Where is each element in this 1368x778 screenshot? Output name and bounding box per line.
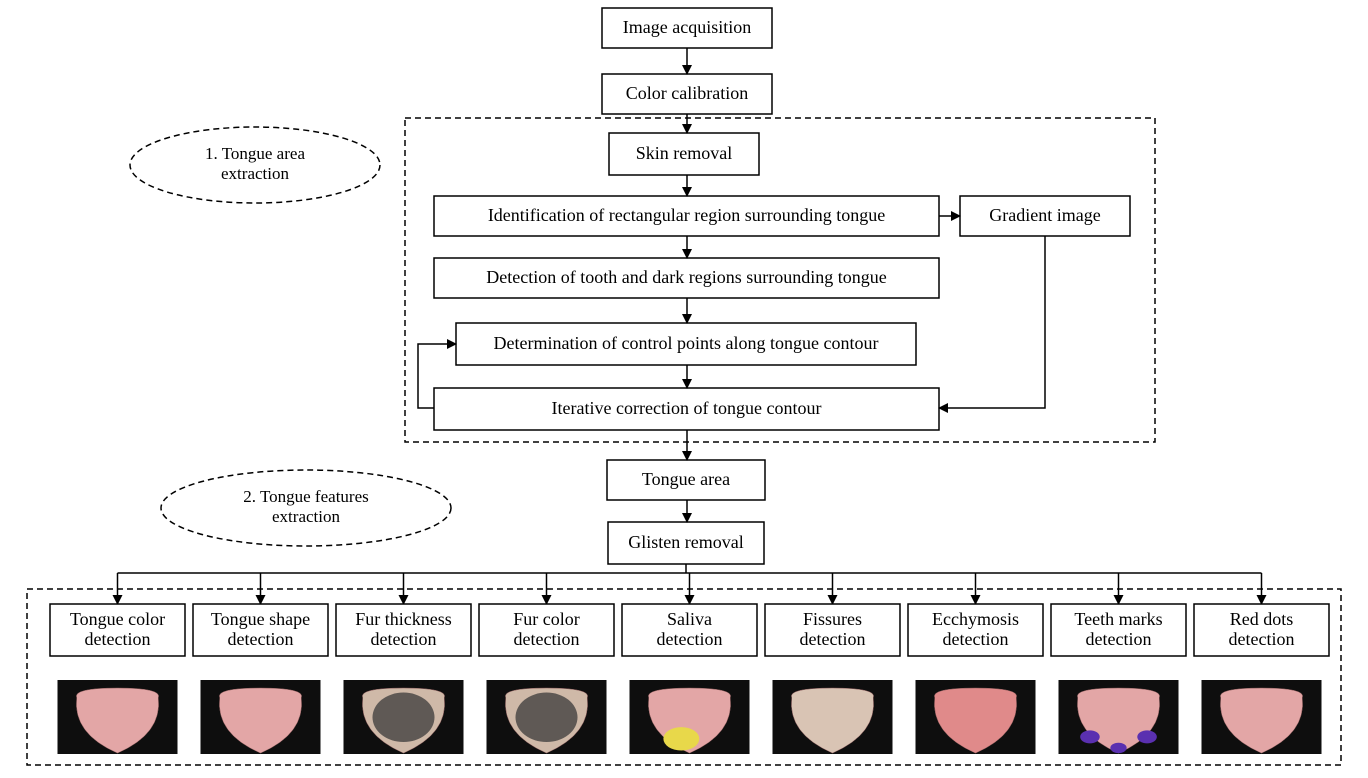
flow-box-label: Tongue area [642, 469, 730, 489]
detection-label: detection [800, 629, 866, 649]
detection-label: Teeth marks [1074, 609, 1162, 629]
flow-box-label: Identification of rectangular region sur… [488, 205, 885, 225]
tongue-image [1202, 680, 1322, 754]
detection-label: detection [371, 629, 437, 649]
detection-label: detection [657, 629, 723, 649]
flow-arrow [939, 236, 1045, 408]
detection-label: Fissures [803, 609, 862, 629]
detection-label: detection [228, 629, 294, 649]
tongue-image [344, 680, 464, 754]
detection-label: Saliva [667, 609, 712, 629]
stage-label: extraction [221, 164, 289, 183]
stage-label: 1. Tongue area [205, 144, 305, 163]
flow-box-label: Gradient image [989, 205, 1100, 225]
flow-box-label: Glisten removal [628, 532, 743, 552]
detection-label: Ecchymosis [932, 609, 1019, 629]
detection-label: Tongue color [70, 609, 165, 629]
tongue-image [201, 680, 321, 754]
flow-box-label: Detection of tooth and dark regions surr… [486, 267, 886, 287]
detection-label: detection [85, 629, 151, 649]
detection-label: detection [514, 629, 580, 649]
detection-label: Tongue shape [211, 609, 310, 629]
detection-label: detection [1229, 629, 1295, 649]
tongue-image [916, 680, 1036, 754]
flow-box-label: Image acquisition [623, 17, 751, 37]
tongue-image [58, 680, 178, 754]
tongue-image [773, 680, 893, 754]
detection-label: Fur color [513, 609, 580, 629]
flow-box-label: Skin removal [636, 143, 733, 163]
detection-label: detection [1086, 629, 1152, 649]
detection-label: detection [943, 629, 1009, 649]
tongue-image [1059, 680, 1179, 754]
tongue-image [487, 680, 607, 754]
stage-label: extraction [272, 507, 340, 526]
detection-label: Red dots [1230, 609, 1294, 629]
stage-label: 2. Tongue features [243, 487, 368, 506]
flow-box-label: Color calibration [626, 83, 748, 103]
detection-label: Fur thickness [355, 609, 452, 629]
tongue-image [630, 680, 750, 754]
flow-box-label: Iterative correction of tongue contour [552, 398, 822, 418]
flow-box-label: Determination of control points along to… [494, 333, 879, 353]
flowchart-canvas: 1. Tongue areaextraction2. Tongue featur… [0, 0, 1368, 778]
